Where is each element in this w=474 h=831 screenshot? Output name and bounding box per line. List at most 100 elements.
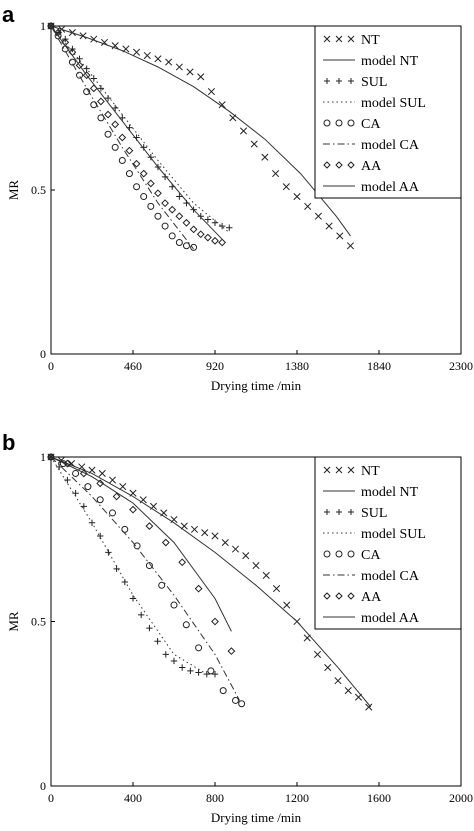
data-point <box>314 212 322 220</box>
data-series-2 <box>47 22 233 231</box>
data-point <box>365 703 373 711</box>
model-line-5 <box>50 456 241 701</box>
legend-label: model AA <box>361 611 420 626</box>
y-tick-label: 1 <box>40 450 46 464</box>
x-tick-label: 1200 <box>285 791 309 805</box>
data-point <box>231 545 240 553</box>
legend-symbol <box>347 35 355 43</box>
data-point <box>170 601 178 609</box>
data-point <box>161 538 170 547</box>
data-point <box>334 677 342 685</box>
legend-symbol <box>323 550 331 558</box>
legend-symbol <box>347 119 355 127</box>
data-point <box>175 63 183 71</box>
data-point <box>112 492 121 501</box>
data-point <box>111 143 119 151</box>
legend-label: SUL <box>361 506 387 521</box>
data-point <box>242 552 250 560</box>
data-point <box>154 212 162 220</box>
data-point <box>186 68 194 76</box>
x-tick-label: 2000 <box>449 791 473 805</box>
data-point <box>72 489 79 497</box>
data-point <box>175 212 184 221</box>
data-point <box>76 71 84 79</box>
legend-box <box>314 456 462 630</box>
legend-symbol <box>323 35 331 43</box>
x-tick-label: 920 <box>206 359 224 373</box>
data-point <box>96 496 104 504</box>
legend-label: model CA <box>361 569 420 584</box>
legend-label: model SUL <box>361 527 426 542</box>
data-point <box>190 243 198 251</box>
data-point <box>83 65 90 72</box>
data-point <box>47 453 55 461</box>
legend-symbol <box>324 509 330 515</box>
data-point <box>133 183 141 191</box>
legend-label: model AA <box>361 180 420 195</box>
data-point <box>282 183 290 191</box>
data-point <box>346 242 355 250</box>
data-point <box>165 58 173 66</box>
data-point <box>119 483 127 491</box>
x-tick-label: 2300 <box>449 359 473 373</box>
data-point <box>293 193 301 201</box>
model-line-3 <box>50 25 230 233</box>
data-point <box>121 525 129 533</box>
data-point <box>176 193 183 200</box>
data-point <box>76 55 83 62</box>
data-point <box>79 469 88 478</box>
data-point <box>324 664 332 672</box>
data-point <box>227 647 236 656</box>
data-point <box>111 104 119 112</box>
y-tick-label: 1 <box>40 19 46 33</box>
chart-panel-b: b 0 400 800 1200 1600 2000 0 0.5 1 Drying time /mi… <box>2 430 473 825</box>
legend-symbol <box>347 550 355 558</box>
data-point <box>203 233 212 242</box>
data-point <box>118 156 126 164</box>
x-tick-label: 800 <box>206 791 224 805</box>
x-tick-label: 1840 <box>367 359 391 373</box>
data-point <box>78 463 86 471</box>
model-line-7 <box>50 25 223 240</box>
legend-symbol <box>336 509 342 515</box>
data-point <box>145 522 154 530</box>
data-point <box>161 173 169 181</box>
data-point <box>250 140 258 148</box>
data-point <box>118 133 127 142</box>
legend-label: model CA <box>361 138 420 153</box>
data-point <box>168 232 176 240</box>
data-point <box>207 667 215 675</box>
legend-label: AA <box>361 159 382 174</box>
data-point <box>170 657 178 665</box>
data-point <box>96 479 105 488</box>
data-point <box>63 459 72 468</box>
x-tick-label: 460 <box>124 359 142 373</box>
data-point <box>175 238 183 246</box>
data-series-4 <box>47 22 198 251</box>
data-point <box>59 460 67 468</box>
legend: NT model NT SUL model SUL CA model CA AA model … <box>314 456 462 630</box>
data-point <box>219 687 227 695</box>
data-point <box>178 558 187 567</box>
data-point <box>197 73 205 81</box>
data-point <box>84 483 92 491</box>
data-point <box>207 88 215 96</box>
data-point <box>221 538 229 547</box>
legend-symbol <box>335 35 343 43</box>
data-point <box>313 650 322 658</box>
data-point <box>261 153 269 161</box>
data-point <box>304 202 312 210</box>
data-point <box>143 51 151 60</box>
panel-letter: b <box>2 430 15 455</box>
data-point <box>111 120 120 129</box>
x-axis-label: Drying time /min <box>211 810 302 825</box>
legend-symbol <box>324 78 330 84</box>
legend-label: model NT <box>361 485 419 500</box>
data-point <box>138 611 145 619</box>
data-point <box>125 170 133 178</box>
data-point <box>109 509 116 517</box>
data-point <box>194 584 203 593</box>
x-axis-label: Drying time /min <box>211 378 302 393</box>
data-point <box>182 621 190 629</box>
